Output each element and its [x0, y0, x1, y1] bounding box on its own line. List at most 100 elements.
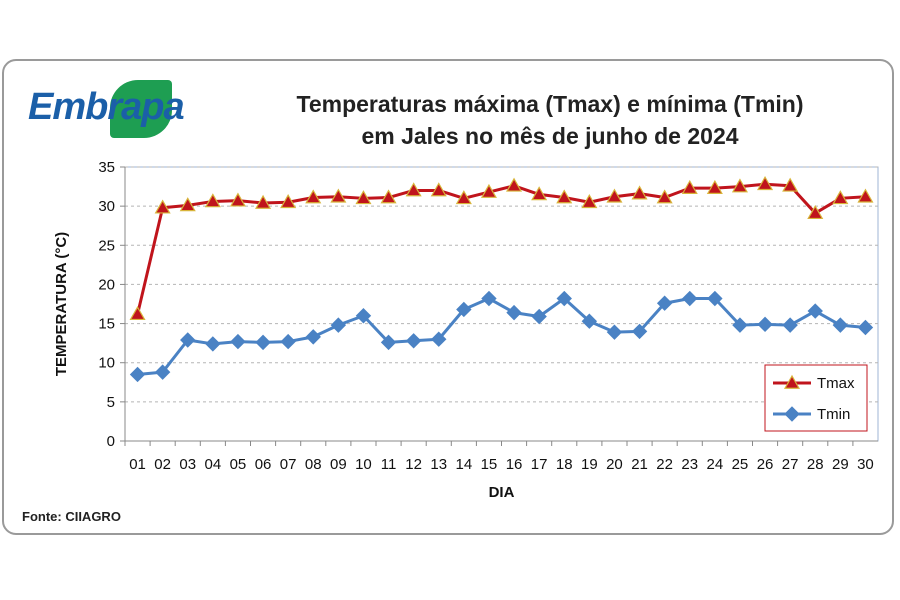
- data-point-tmin: [631, 323, 648, 340]
- chart-title-line-2: em Jales no mês de junho de 2024: [361, 123, 739, 149]
- data-point-tmin: [355, 308, 372, 324]
- x-tick-label: 02: [154, 456, 171, 473]
- x-tick-label: 27: [782, 456, 799, 473]
- chart-title-line-1: Temperaturas máxima (Tmax) e mínima (Tmi…: [296, 91, 804, 117]
- x-tick-label: 22: [656, 456, 673, 473]
- legend-box: [764, 364, 868, 432]
- y-axis-label: TEMPERATURA (°C): [53, 232, 70, 376]
- data-point-tmin: [456, 301, 472, 318]
- data-point-tmax: [506, 177, 523, 192]
- data-point-tmax: [280, 194, 297, 209]
- x-tick-label: 17: [531, 456, 548, 473]
- data-point-tmin: [857, 319, 874, 336]
- data-point-tmin: [807, 303, 823, 319]
- data-point-tmin: [506, 304, 522, 321]
- source-note: Fonte: CIIAGRO: [22, 509, 121, 524]
- data-point-tmax: [681, 179, 698, 194]
- y-tick-label: 30: [98, 198, 115, 215]
- x-tick-label: 13: [430, 456, 447, 473]
- legend-label-tmax: Tmax: [817, 375, 855, 392]
- data-point-tmax: [129, 305, 146, 321]
- data-point-tmax: [706, 179, 723, 194]
- data-point-tmin: [405, 333, 422, 349]
- data-point-tmax: [430, 182, 447, 197]
- data-point-tmax: [807, 204, 824, 220]
- x-tick-label: 15: [481, 456, 498, 473]
- data-point-tmax: [204, 193, 221, 208]
- data-point-tmin: [380, 334, 397, 351]
- data-point-tmax: [606, 188, 623, 203]
- data-point-tmin: [230, 333, 246, 350]
- data-point-tmax: [556, 189, 573, 204]
- data-point-tmax: [782, 177, 799, 192]
- data-point-tmin: [656, 295, 673, 311]
- data-point-tmin: [757, 316, 773, 333]
- y-tick-label: 25: [98, 237, 115, 254]
- logo-leaf-shape: [110, 80, 172, 138]
- y-tick-label: 20: [98, 276, 115, 293]
- y-tick-label: 10: [98, 355, 115, 372]
- data-point-tmax: [355, 190, 372, 205]
- y-tick-label: 15: [98, 316, 115, 333]
- x-tick-label: 05: [230, 456, 247, 473]
- data-point-tmax: [405, 182, 422, 197]
- data-point-tmax: [455, 190, 472, 205]
- data-point-tmin: [606, 324, 623, 340]
- data-point-tmax: [757, 176, 774, 191]
- data-point-tmin: [832, 317, 849, 333]
- x-tick-label: 25: [732, 456, 749, 473]
- x-axis-label: DIA: [489, 484, 515, 501]
- data-point-tmax: [857, 188, 874, 203]
- x-tick-label: 16: [506, 456, 523, 473]
- data-point-tmax: [731, 178, 748, 193]
- x-tick-label: 20: [606, 456, 623, 473]
- data-point-tmin: [581, 313, 598, 329]
- data-point-tmax: [380, 189, 397, 204]
- data-point-tmax: [255, 194, 272, 209]
- data-point-tmin: [782, 317, 798, 333]
- data-point-tmax: [330, 188, 347, 203]
- x-tick-label: 28: [807, 456, 824, 473]
- data-point-tmin: [732, 317, 748, 333]
- x-tick-label: 04: [205, 456, 222, 473]
- data-point-tmin: [255, 334, 271, 351]
- x-tick-label: 10: [355, 456, 372, 473]
- data-point-tmin: [682, 290, 698, 307]
- x-tick-label: 24: [707, 456, 724, 473]
- data-point-tmax: [656, 189, 673, 204]
- data-point-tmin: [305, 329, 321, 345]
- data-point-tmax: [305, 189, 322, 204]
- legend-label-tmin: Tmin: [817, 406, 850, 423]
- logo-text: Embrapa: [28, 86, 185, 128]
- data-point-tmax: [154, 199, 171, 214]
- data-point-tmin: [205, 336, 221, 352]
- x-tick-label: 03: [179, 456, 196, 473]
- data-point-tmin: [431, 331, 447, 347]
- x-tick-label: 14: [456, 456, 473, 473]
- data-point-tmax: [581, 194, 598, 209]
- legend-marker-tmax: [783, 374, 801, 389]
- data-point-tmin: [556, 290, 572, 307]
- data-point-tmin: [280, 333, 296, 350]
- y-tick-label: 35: [98, 159, 115, 176]
- data-point-tmax: [832, 190, 849, 205]
- data-point-tmax: [480, 183, 497, 198]
- data-point-tmin: [180, 332, 196, 348]
- x-tick-label: 11: [381, 456, 397, 473]
- legend-marker-tmin: [784, 406, 800, 422]
- data-point-tmin: [154, 364, 171, 380]
- x-tick-label: 01: [129, 456, 146, 473]
- x-tick-label: 18: [556, 456, 573, 473]
- data-point-tmin: [707, 290, 723, 307]
- data-point-tmax: [179, 197, 196, 212]
- y-tick-label: 5: [107, 394, 115, 411]
- data-point-tmin: [481, 290, 497, 307]
- y-tick-label: 0: [107, 433, 115, 450]
- x-tick-label: 21: [631, 456, 648, 473]
- x-tick-label: 06: [255, 456, 272, 473]
- x-tick-label: 12: [405, 456, 422, 473]
- data-point-tmax: [631, 185, 648, 200]
- data-point-tmax: [229, 192, 246, 207]
- chart-title: Temperaturas máxima (Tmax) e mínima (Tmi…: [200, 88, 900, 152]
